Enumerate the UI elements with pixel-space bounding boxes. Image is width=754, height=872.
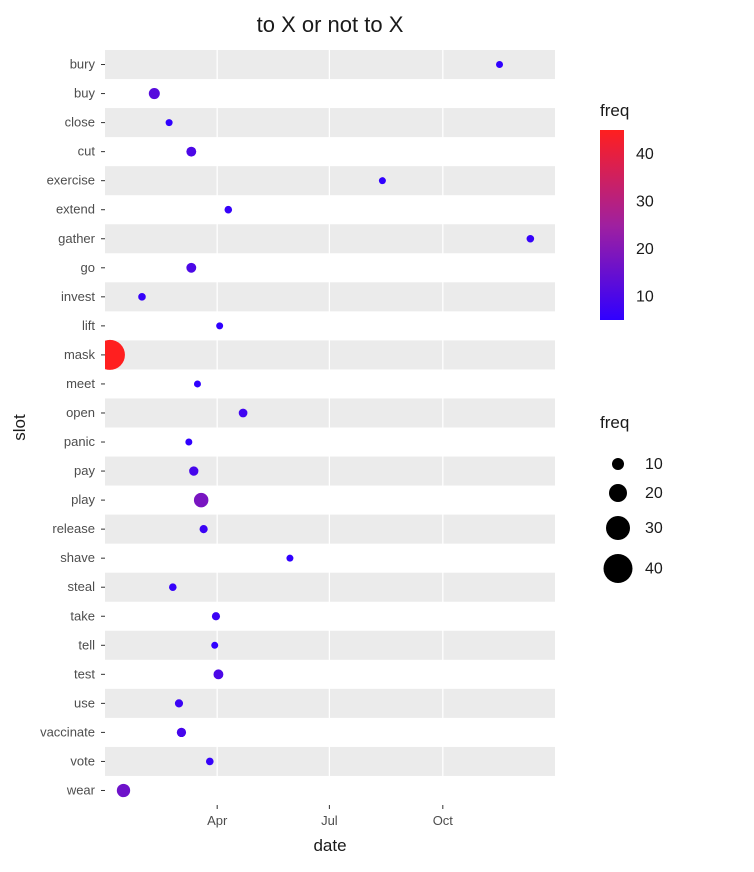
y-tick-label: meet [66, 376, 95, 391]
y-tick-label: pay [74, 463, 95, 478]
data-point: 5 [185, 439, 192, 446]
chart-title: to X or not to X [257, 12, 404, 37]
y-tick-label: release [52, 521, 95, 536]
x-tick-label: Jul [321, 813, 338, 828]
y-tick-label: vaccinate [40, 724, 95, 739]
y-tick-label: gather [58, 231, 96, 246]
size-legend-label: 20 [645, 485, 663, 502]
size-legend-label: 40 [645, 561, 663, 578]
data-point: 6 [527, 235, 535, 243]
size-legend-label: 30 [645, 520, 663, 537]
data-point: 5 [216, 322, 223, 329]
data-point: 6 [206, 758, 214, 766]
y-tick-label: tell [78, 637, 95, 652]
data-point: 7 [200, 525, 208, 533]
y-tick-label: go [81, 260, 95, 275]
y-tick-label: play [71, 492, 95, 507]
y-tick-label: close [65, 115, 95, 130]
y-tick-label: steal [68, 579, 96, 594]
y-tick-label: bury [70, 57, 96, 72]
color-legend-title: freq [600, 101, 629, 120]
data-point: 10 [213, 669, 223, 679]
y-tick-label: vote [70, 753, 95, 768]
data-point: 12 [149, 88, 160, 99]
y-tick-label: test [74, 666, 95, 681]
data-point: 9 [177, 728, 186, 737]
y-tick-label: extend [56, 202, 95, 217]
color-legend-bar [600, 130, 624, 320]
y-tick-label: panic [64, 434, 96, 449]
x-tick-label: Apr [207, 813, 228, 828]
size-legend-swatch [606, 516, 630, 540]
data-point: 8 [239, 409, 248, 418]
y-tick-label: invest [61, 289, 95, 304]
data-point: 6 [138, 293, 146, 301]
size-legend-swatch [604, 554, 633, 583]
data-point: 5 [211, 642, 218, 649]
data-point: 6 [169, 583, 177, 591]
color-legend-tick: 10 [636, 288, 654, 305]
data-point: 7 [175, 699, 183, 707]
x-axis-label: date [313, 836, 346, 855]
y-tick-label: mask [64, 347, 96, 362]
data-point: 16 [117, 784, 130, 797]
size-legend-swatch [609, 484, 627, 502]
data-point: 5 [166, 119, 173, 126]
data-point: 7 [212, 612, 220, 620]
y-tick-label: cut [78, 144, 96, 159]
scatter-chart: to X or not to X bury buy close cut exercise e… [0, 0, 754, 872]
size-legend-title: freq [600, 413, 629, 432]
y-tick-label: lift [82, 318, 95, 333]
y-tick-label: take [70, 608, 95, 623]
plot-panel [105, 50, 555, 805]
color-legend-tick: 30 [636, 193, 654, 210]
color-legend-tick: 40 [636, 146, 654, 163]
y-tick-label: exercise [47, 173, 95, 188]
y-tick-label: open [66, 405, 95, 420]
data-point: 10 [186, 147, 196, 157]
data-point: 5 [496, 61, 503, 68]
data-point: 10 [186, 263, 196, 273]
size-legend-label: 10 [645, 456, 663, 473]
y-tick-label: buy [74, 86, 95, 101]
y-tick-label: use [74, 695, 95, 710]
data-point: 5 [286, 555, 293, 562]
size-legend-swatch [612, 458, 624, 470]
data-point: 5 [379, 177, 386, 184]
data-point: 18 [194, 493, 208, 507]
y-tick-label: wear [66, 782, 96, 797]
data-point: 6 [225, 206, 233, 214]
data-point: 9 [189, 466, 198, 475]
y-tick-label: shave [60, 550, 95, 565]
data-point: 5 [194, 380, 201, 387]
color-legend-tick: 20 [636, 241, 654, 258]
x-tick-label: Oct [433, 813, 454, 828]
y-axis-label: slot [10, 414, 29, 441]
